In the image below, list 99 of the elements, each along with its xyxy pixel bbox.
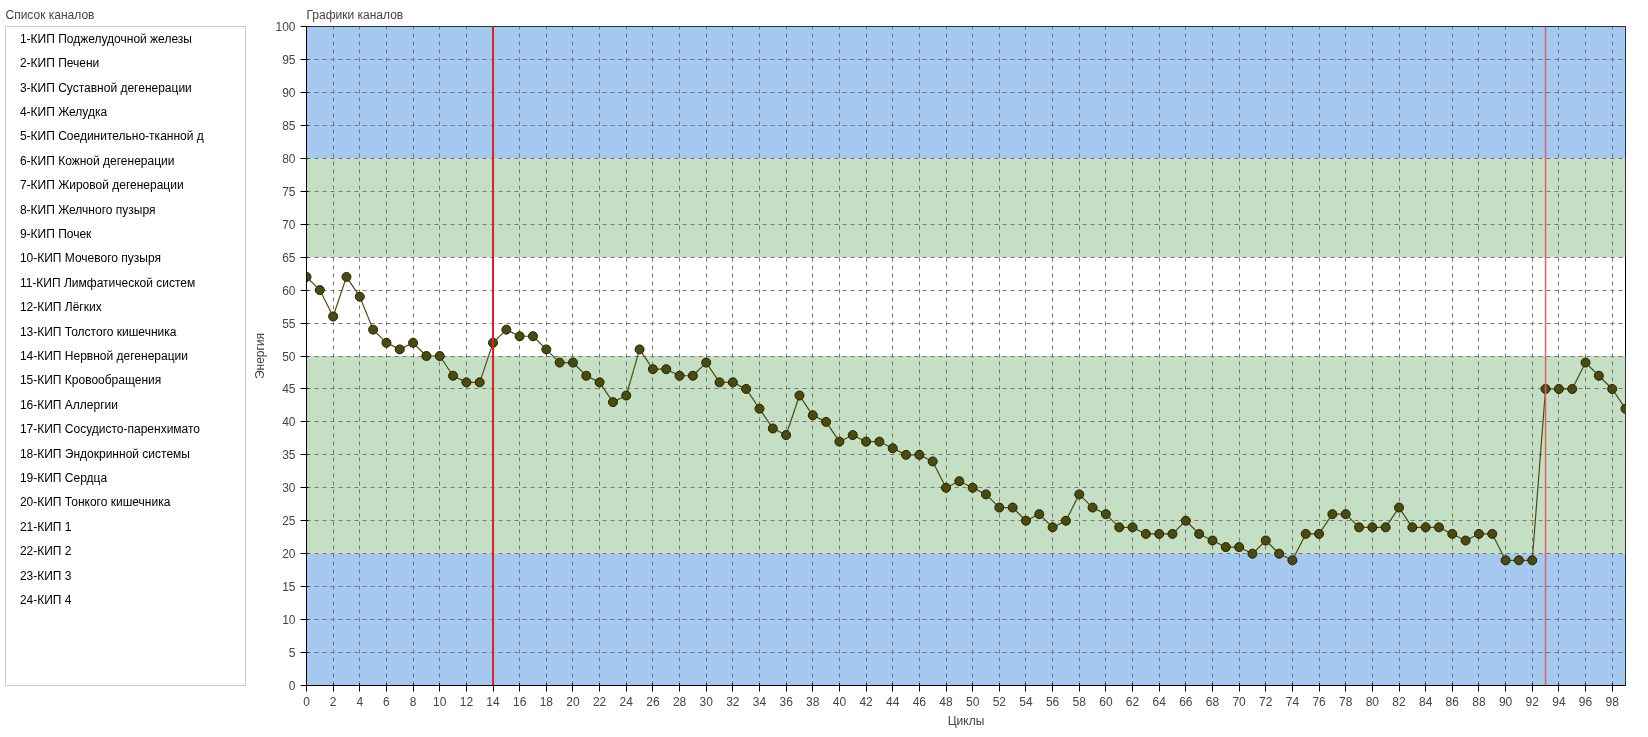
x-tick-label: 44 — [886, 694, 900, 709]
x-tick-label: 98 — [1605, 694, 1620, 709]
y-tick-label: 70 — [282, 217, 296, 232]
y-tick-label: 85 — [282, 118, 296, 133]
x-tick-label: 96 — [1578, 694, 1593, 709]
x-tick-label: 94 — [1552, 694, 1566, 709]
x-tick-label: 14 — [486, 694, 501, 709]
text: 4-КИП Желудка — [19, 104, 108, 119]
x-tick-label: 16 — [513, 694, 527, 709]
x-tick-label: 58 — [1072, 694, 1087, 709]
y-tick-label: 30 — [282, 481, 296, 496]
x-tick-label: 56 — [1045, 694, 1060, 709]
x-tick-label: 34 — [752, 694, 767, 709]
y-tick-label: 40 — [282, 415, 296, 430]
x-tick-label: 48 — [939, 694, 954, 709]
x-tick-label: 28 — [672, 694, 687, 709]
x-tick-label: 86 — [1445, 694, 1460, 709]
x-tick-label: 64 — [1152, 694, 1167, 709]
x-tick-label: 68 — [1205, 694, 1220, 709]
x-tick-label: 40 — [832, 694, 847, 709]
x-tick-label: 6 — [383, 694, 391, 709]
y-tick-label: 90 — [282, 85, 296, 100]
text: 9-КИП Почек — [19, 226, 93, 241]
y-tick-label: 5 — [288, 646, 296, 661]
x-tick-label: 12 — [459, 694, 474, 709]
y-axis-title: Энергия — [253, 332, 268, 380]
text: 22-КИП 2 — [19, 544, 72, 559]
text: 7-КИП Жировой дегенерации — [19, 178, 184, 193]
y-tick-label: 80 — [282, 151, 296, 166]
text: 12-КИП Лёгких — [19, 300, 102, 315]
x-tick-label: 72 — [1259, 694, 1273, 709]
y-tick-label: 35 — [282, 448, 296, 463]
x-tick-label: 10 — [433, 694, 447, 709]
y-tick-label: 15 — [282, 580, 296, 595]
x-tick-label: 22 — [592, 694, 607, 709]
y-tick-label: 55 — [282, 316, 296, 331]
x-tick-label: 20 — [566, 694, 580, 709]
x-tick-label: 50 — [965, 694, 980, 709]
x-tick-label: 66 — [1179, 694, 1193, 709]
text: 15-КИП Кровообращения — [19, 373, 162, 388]
y-tick-label: 25 — [282, 514, 296, 529]
x-tick-label: 76 — [1312, 694, 1327, 709]
x-tick-label: 8 — [409, 694, 417, 709]
x-tick-label: 36 — [779, 694, 794, 709]
x-tick-label: 80 — [1365, 694, 1380, 709]
text: 11-КИП Лимфатической систем — [19, 275, 196, 290]
y-tick-label: 75 — [282, 184, 296, 199]
x-tick-label: 2 — [329, 694, 337, 709]
y-tick-label: 60 — [282, 283, 296, 298]
x-tick-label: 88 — [1472, 694, 1486, 709]
x-tick-label: 60 — [1099, 694, 1113, 709]
text: 24-КИП 4 — [19, 593, 72, 608]
y-tick-label: 95 — [282, 52, 296, 67]
x-tick-label: 0 — [303, 694, 311, 709]
x-tick-label: 32 — [726, 694, 740, 709]
y-tick-label: 0 — [288, 679, 296, 693]
x-tick-label: 42 — [859, 694, 874, 709]
text: 8-КИП Желчного пузыря — [19, 202, 156, 217]
chart-title: Графики каналов — [306, 7, 404, 22]
text: 1-КИП Поджелудочной железы — [19, 31, 192, 46]
x-tick-label: 78 — [1339, 694, 1353, 709]
x-tick-label: 30 — [699, 694, 714, 709]
text: 5-КИП Соединительно-тканной д — [19, 129, 204, 144]
text: 13-КИП Толстого кишечника — [19, 324, 177, 339]
y-tick-label: 50 — [282, 349, 296, 364]
text: 3-КИП Суставной дегенерации — [19, 80, 192, 95]
text: 18-КИП Эндокринной системы — [19, 446, 190, 461]
x-axis-title: Циклы — [947, 713, 985, 728]
text: 10-КИП Мочевого пузыря — [19, 251, 161, 266]
x-tick-label: 46 — [912, 694, 927, 709]
x-tick-label: 92 — [1525, 694, 1540, 709]
x-tick-label: 38 — [806, 694, 820, 709]
text: 23-КИП 3 — [19, 568, 72, 583]
text: 19-КИП Сердца — [19, 471, 108, 486]
text: Список каналов — [5, 7, 95, 22]
x-tick-label: 52 — [992, 694, 1007, 709]
y-tick-label: 10 — [282, 613, 296, 628]
x-tick-label: 90 — [1498, 694, 1513, 709]
text: 21-КИП 1 — [19, 519, 72, 534]
x-tick-label: 62 — [1125, 694, 1140, 709]
y-tick-label: 65 — [282, 250, 296, 265]
text: 6-КИП Кожной дегенерации — [19, 153, 175, 168]
y-tick-label: 20 — [282, 547, 296, 562]
x-tick-label: 70 — [1232, 694, 1247, 709]
text: 17-КИП Сосудисто-паренхимато — [19, 422, 201, 437]
x-tick-label: 84 — [1418, 694, 1433, 709]
text: 2-КИП Печени — [19, 56, 100, 71]
text: 16-КИП Аллергии — [19, 397, 118, 412]
x-tick-label: 4 — [356, 694, 364, 709]
text: 20-КИП Тонкого кишечника — [19, 495, 171, 510]
y-tick-label: 45 — [282, 382, 296, 397]
x-tick-label: 18 — [539, 694, 554, 709]
x-tick-label: 82 — [1392, 694, 1407, 709]
x-tick-label: 24 — [619, 694, 634, 709]
x-tick-label: 54 — [1019, 694, 1033, 709]
text: 14-КИП Нервной дегенерации — [19, 349, 188, 363]
x-tick-label: 74 — [1285, 694, 1300, 709]
x-tick-label: 26 — [646, 694, 660, 709]
y-tick-label: 100 — [275, 20, 296, 34]
